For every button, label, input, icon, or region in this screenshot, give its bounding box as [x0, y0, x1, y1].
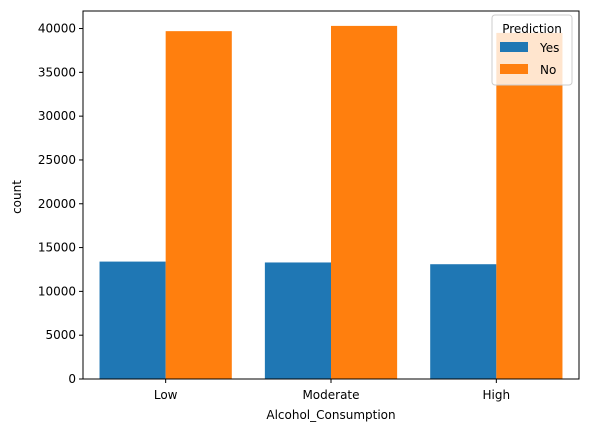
bar-moderate-yes [264, 262, 331, 379]
bar-moderate-no [331, 25, 398, 380]
y-axis-title: count [10, 180, 24, 214]
y-tick-label: 30000 [38, 109, 76, 123]
y-tick-label: 35000 [38, 65, 76, 79]
bar-high-yes [430, 264, 497, 379]
x-tick-label-low: Low [154, 388, 178, 402]
bar-high-no [496, 32, 563, 380]
legend: Prediction Yes No [491, 14, 573, 86]
plot-frame [82, 10, 580, 380]
x-tick-label-high: High [483, 388, 511, 402]
y-tick-label: 20000 [38, 197, 76, 211]
y-axis: 0 5000 10000 15000 20000 25000 30000 35000 40000 [38, 22, 83, 386]
bar-low-no [165, 31, 232, 380]
x-axis-title: Alcohol_Consumption [266, 408, 395, 422]
legend-label-no: No [540, 63, 556, 77]
y-tick-label: 5000 [45, 328, 76, 342]
x-axis: Low Moderate High [154, 379, 510, 402]
y-tick-label: 40000 [38, 22, 76, 36]
legend-swatch-yes [500, 42, 528, 52]
y-tick-label: 10000 [38, 284, 76, 298]
legend-swatch-no [500, 64, 528, 74]
legend-label-yes: Yes [539, 41, 559, 55]
x-tick-label-moderate: Moderate [302, 388, 359, 402]
legend-title: Prediction [502, 22, 562, 36]
y-tick-label: 25000 [38, 153, 76, 167]
y-tick-label: 0 [68, 372, 76, 386]
y-tick-label: 15000 [38, 241, 76, 255]
bars-group [99, 25, 563, 380]
bar-low-yes [99, 261, 166, 379]
